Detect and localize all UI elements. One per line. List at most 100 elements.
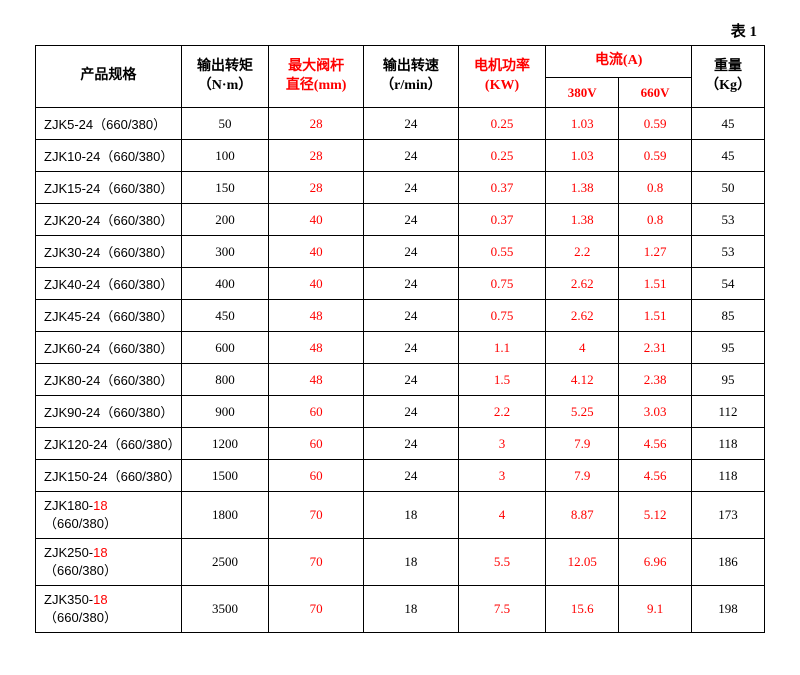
- table-row: ZJK250-18（660/380）250070185.512.056.9618…: [36, 539, 765, 586]
- cell-weight: 54: [692, 268, 765, 300]
- cell-torque: 600: [181, 332, 268, 364]
- cell-speed: 18: [364, 586, 459, 633]
- cell-stem: 48: [269, 300, 364, 332]
- cell-model: ZJK45-24（660/380）: [36, 300, 182, 332]
- cell-current-380: 1.38: [546, 172, 619, 204]
- cell-model: ZJK250-18（660/380）: [36, 539, 182, 586]
- cell-speed: 24: [364, 428, 459, 460]
- col-stem-l1: 最大阀杆: [288, 59, 344, 74]
- col-torque: 输出转矩 （N·m）: [181, 46, 268, 108]
- cell-current-660: 5.12: [619, 492, 692, 539]
- cell-weight: 45: [692, 108, 765, 140]
- cell-stem: 40: [269, 204, 364, 236]
- cell-power: 3: [458, 428, 545, 460]
- cell-stem: 28: [269, 108, 364, 140]
- col-stem-l2: 直径(mm): [286, 78, 347, 93]
- table-row: ZJK5-24（660/380）5028240.251.030.5945: [36, 108, 765, 140]
- cell-stem: 70: [269, 492, 364, 539]
- cell-weight: 53: [692, 204, 765, 236]
- cell-current-380: 4: [546, 332, 619, 364]
- cell-current-380: 2.62: [546, 300, 619, 332]
- cell-current-660: 2.31: [619, 332, 692, 364]
- cell-weight: 95: [692, 332, 765, 364]
- cell-torque: 150: [181, 172, 268, 204]
- col-weight: 重量 （Kg）: [692, 46, 765, 108]
- cell-weight: 173: [692, 492, 765, 539]
- cell-current-660: 1.51: [619, 300, 692, 332]
- table-row: ZJK15-24（660/380）15028240.371.380.850: [36, 172, 765, 204]
- cell-current-660: 4.56: [619, 460, 692, 492]
- cell-stem: 70: [269, 539, 364, 586]
- table-row: ZJK20-24（660/380）20040240.371.380.853: [36, 204, 765, 236]
- cell-torque: 2500: [181, 539, 268, 586]
- table-row: ZJK120-24（660/380）1200602437.94.56118: [36, 428, 765, 460]
- cell-current-660: 6.96: [619, 539, 692, 586]
- cell-speed: 24: [364, 364, 459, 396]
- col-model: 产品规格: [36, 46, 182, 108]
- cell-torque: 1200: [181, 428, 268, 460]
- table-head: 产品规格 输出转矩 （N·m） 最大阀杆 直径(mm) 输出转速 （r/min）…: [36, 46, 765, 108]
- cell-torque: 400: [181, 268, 268, 300]
- table-row: ZJK40-24（660/380）40040240.752.621.5154: [36, 268, 765, 300]
- cell-current-660: 0.8: [619, 204, 692, 236]
- cell-stem: 60: [269, 396, 364, 428]
- cell-current-660: 0.59: [619, 108, 692, 140]
- col-torque-l2: （N·m）: [198, 78, 252, 93]
- cell-current-380: 4.12: [546, 364, 619, 396]
- cell-weight: 112: [692, 396, 765, 428]
- cell-torque: 300: [181, 236, 268, 268]
- cell-power: 0.37: [458, 204, 545, 236]
- col-speed-l1: 输出转速: [383, 59, 439, 74]
- cell-model: ZJK180-18（660/380）: [36, 492, 182, 539]
- cell-weight: 95: [692, 364, 765, 396]
- cell-stem: 40: [269, 268, 364, 300]
- cell-weight: 53: [692, 236, 765, 268]
- cell-speed: 24: [364, 236, 459, 268]
- cell-speed: 24: [364, 108, 459, 140]
- cell-power: 0.37: [458, 172, 545, 204]
- cell-stem: 28: [269, 140, 364, 172]
- cell-torque: 1500: [181, 460, 268, 492]
- cell-current-660: 2.38: [619, 364, 692, 396]
- cell-current-660: 3.03: [619, 396, 692, 428]
- cell-torque: 3500: [181, 586, 268, 633]
- cell-weight: 50: [692, 172, 765, 204]
- col-torque-l1: 输出转矩: [197, 59, 253, 74]
- cell-current-380: 7.9: [546, 460, 619, 492]
- table-row: ZJK80-24（660/380）80048241.54.122.3895: [36, 364, 765, 396]
- table-row: ZJK10-24（660/380）10028240.251.030.5945: [36, 140, 765, 172]
- cell-current-660: 1.51: [619, 268, 692, 300]
- cell-speed: 24: [364, 172, 459, 204]
- cell-model: ZJK40-24（660/380）: [36, 268, 182, 300]
- cell-model: ZJK10-24（660/380）: [36, 140, 182, 172]
- cell-weight: 45: [692, 140, 765, 172]
- col-stem: 最大阀杆 直径(mm): [269, 46, 364, 108]
- cell-speed: 24: [364, 140, 459, 172]
- col-weight-l2: （Kg）: [705, 78, 751, 93]
- cell-power: 4: [458, 492, 545, 539]
- cell-current-380: 2.62: [546, 268, 619, 300]
- col-power-l2: (KW): [485, 78, 519, 93]
- table-row: ZJK90-24（660/380）90060242.25.253.03112: [36, 396, 765, 428]
- cell-power: 0.75: [458, 268, 545, 300]
- cell-model: ZJK120-24（660/380）: [36, 428, 182, 460]
- cell-speed: 18: [364, 539, 459, 586]
- cell-torque: 1800: [181, 492, 268, 539]
- cell-current-380: 5.25: [546, 396, 619, 428]
- cell-torque: 450: [181, 300, 268, 332]
- col-current-380: 380V: [546, 77, 619, 108]
- cell-stem: 60: [269, 460, 364, 492]
- cell-current-380: 15.6: [546, 586, 619, 633]
- col-power-l1: 电机功率: [474, 59, 530, 74]
- cell-current-660: 0.8: [619, 172, 692, 204]
- cell-speed: 24: [364, 396, 459, 428]
- table-caption: 表 1: [35, 20, 757, 41]
- table-row: ZJK350-18（660/380）350070187.515.69.1198: [36, 586, 765, 633]
- cell-current-380: 7.9: [546, 428, 619, 460]
- cell-current-660: 1.27: [619, 236, 692, 268]
- cell-current-660: 4.56: [619, 428, 692, 460]
- spec-table: 产品规格 输出转矩 （N·m） 最大阀杆 直径(mm) 输出转速 （r/min）…: [35, 45, 765, 633]
- table-row: ZJK150-24（660/380）1500602437.94.56118: [36, 460, 765, 492]
- cell-current-380: 1.38: [546, 204, 619, 236]
- cell-torque: 50: [181, 108, 268, 140]
